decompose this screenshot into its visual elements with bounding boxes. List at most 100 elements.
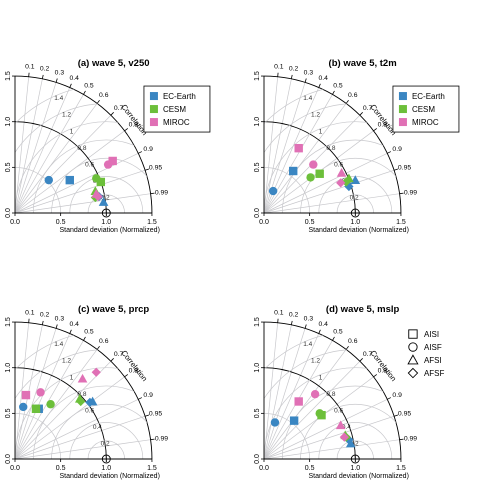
- data-point-cesm-aisi: [31, 404, 41, 413]
- y-tick-label: 1.5: [5, 317, 12, 327]
- correlation-tick-label: 0.3: [304, 315, 314, 322]
- correlation-tick: [359, 358, 363, 362]
- correlation-tick: [124, 128, 129, 132]
- correlation-tick-label: 0.99: [404, 436, 417, 443]
- data-point-miroc-aisf: [309, 160, 318, 169]
- rms-tick-label: 1.4: [303, 341, 312, 348]
- legend-label: AISF: [424, 343, 442, 352]
- correlation-spoke: [14, 333, 71, 460]
- rms-tick-label: 0.2: [350, 440, 359, 447]
- correlation-tick-label: 0.99: [155, 190, 168, 197]
- correlation-tick: [138, 151, 143, 154]
- rms-tick-label: 1.2: [311, 358, 320, 365]
- legend-swatch-cesm: [149, 105, 158, 114]
- rms-tick-label: 0.6: [85, 161, 94, 168]
- correlation-tick: [373, 374, 378, 378]
- correlation-tick-label: 0.2: [289, 312, 299, 319]
- correlation-tick: [96, 99, 100, 104]
- data-point-ec-earth-afsi: [345, 438, 356, 448]
- x-axis-label: Standard deviation (Normalized): [309, 473, 409, 480]
- correlation-tick: [41, 320, 44, 325]
- data-point-cesm-afsf: [341, 177, 351, 187]
- x-tick-label: 0.0: [10, 465, 20, 472]
- rms-arc: [32, 139, 152, 213]
- data-point-miroc-aisi: [108, 156, 117, 166]
- correlation-tick-label: 0.5: [84, 328, 94, 335]
- data-point-miroc-afsi: [336, 167, 347, 177]
- correlation-tick-label: 0.4: [318, 75, 328, 82]
- rms-tick-label: 1.4: [54, 341, 63, 348]
- correlation-tick-label: 0.1: [25, 309, 35, 316]
- y-tick-label: 1.0: [5, 117, 12, 127]
- stddev-arc: [14, 413, 61, 460]
- correlation-tick: [83, 336, 86, 341]
- panel-title: (c) wave 5, prcp: [78, 304, 149, 315]
- legend-label: EC-Earth: [163, 92, 196, 101]
- correlation-tick-label: 0.1: [274, 309, 284, 316]
- rms-tick-label: 0.6: [334, 407, 343, 414]
- stddev-arc: [263, 321, 402, 460]
- x-tick-label: 1.0: [350, 465, 360, 472]
- x-tick-label: 1.0: [101, 465, 111, 472]
- correlation-tick-label: 0.2: [40, 66, 50, 73]
- rms-arc: [281, 385, 401, 459]
- correlation-tick-label: 0.6: [348, 92, 358, 99]
- correlation-spoke: [14, 94, 84, 214]
- data-point-miroc-afsf: [336, 178, 346, 188]
- correlation-tick-label: 0.5: [84, 82, 94, 89]
- correlation-tick-label: 0.99: [155, 436, 168, 443]
- correlation-tick: [150, 192, 155, 195]
- correlation-spoke: [14, 82, 57, 214]
- correlation-tick: [304, 78, 307, 83]
- rms-tick-label: 0.8: [326, 391, 335, 398]
- rms-arc: [32, 385, 152, 459]
- rms-tick-label: 0.6: [85, 407, 94, 414]
- legend-label: AFSI: [424, 356, 442, 365]
- correlation-tick: [124, 374, 129, 378]
- correlation-tick: [359, 112, 363, 116]
- correlation-tick-label: 0.5: [333, 82, 343, 89]
- rms-arc: [336, 440, 374, 459]
- correlation-tick: [332, 336, 335, 341]
- correlation-tick-label: 0.8: [129, 122, 139, 129]
- correlation-tick: [332, 90, 335, 95]
- legend-label: MIROC: [412, 118, 439, 127]
- correlation-tick-label: 0.7: [363, 105, 373, 112]
- data-point-miroc-afsf: [91, 367, 101, 377]
- correlation-spoke: [263, 360, 361, 460]
- rms-arc: [69, 176, 144, 213]
- correlation-tick-label: 0.95: [398, 410, 411, 417]
- rms-tick-label: 1: [70, 128, 74, 135]
- data-point-cesm-aisi: [315, 169, 324, 178]
- legend-swatch-miroc: [149, 118, 158, 127]
- legend-label: AISI: [424, 330, 439, 339]
- data-point-ec-earth-aisi: [65, 175, 74, 185]
- correlation-tick: [393, 414, 399, 417]
- correlation-spoke: [14, 193, 151, 214]
- correlation-spoke: [14, 328, 57, 460]
- x-tick-label: 0.5: [56, 219, 66, 226]
- rms-arc: [15, 367, 152, 459]
- x-tick-label: 1.5: [147, 219, 157, 226]
- x-tick-label: 1.0: [350, 219, 360, 226]
- correlation-tick: [41, 74, 44, 79]
- panel-title: (d) wave 5, mslp: [326, 304, 400, 315]
- correlation-tick-label: 0.3: [55, 69, 65, 76]
- correlation-spoke: [263, 398, 388, 460]
- data-point-miroc-aisf: [36, 388, 45, 397]
- correlation-tick-label: 0.9: [143, 146, 153, 153]
- correlation-tick: [373, 128, 378, 132]
- legend-swatch-ec-earth: [149, 92, 158, 101]
- x-axis-label: Standard deviation (Normalized): [60, 473, 160, 480]
- data-point-cesm-aisf: [46, 400, 55, 409]
- correlation-spoke: [14, 349, 98, 460]
- taylor-panel-4: 0.2 0.4 0.6 0.8 1 1.2 1.4 0.1 0.2 0.3 0.4 0.5 0.6 0.7…: [254, 304, 445, 480]
- data-point-ec-earth-aisf: [270, 418, 280, 427]
- correlation-tick-label: 0.3: [304, 69, 314, 76]
- y-tick-label: 0.5: [5, 162, 12, 172]
- rms-arc: [87, 194, 125, 213]
- correlation-tick: [150, 438, 155, 441]
- correlation-tick-label: 0.8: [129, 368, 139, 375]
- correlation-spoke: [14, 360, 112, 460]
